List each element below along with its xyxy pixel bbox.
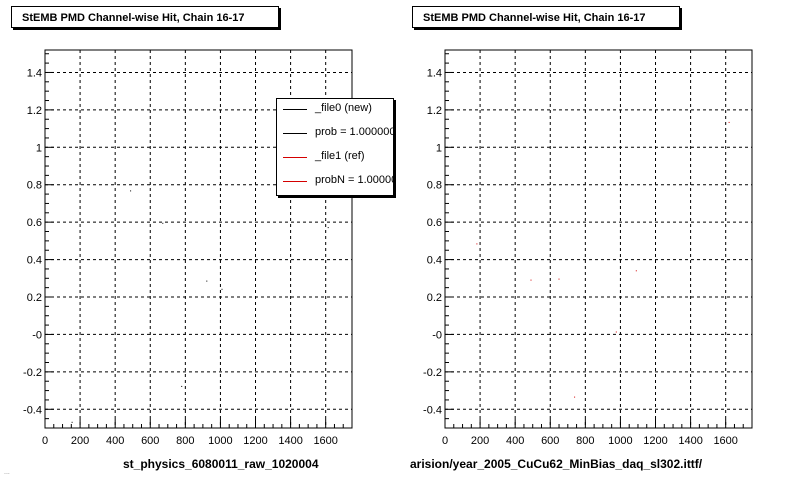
x-tick-label: 1000 xyxy=(608,435,632,447)
legend-item-file0: _file0 (new) xyxy=(277,99,393,119)
y-tick-label: -0.4 xyxy=(423,404,442,416)
y-tick-label: 1 xyxy=(36,142,42,154)
x-tick-label: 800 xyxy=(176,435,194,447)
legend-item-prob: prob = 1.000000 xyxy=(277,123,394,143)
x-tick-label: 800 xyxy=(576,435,594,447)
right-chart-title: StEMB PMD Channel-wise Hit, Chain 16-17 xyxy=(412,6,680,28)
x-tick-label: 600 xyxy=(141,435,159,447)
legend-item-probn: probN = 1.000000 xyxy=(277,171,393,191)
x-tick-label: 200 xyxy=(471,435,489,447)
scatter-point xyxy=(558,278,560,280)
x-tick-label: 1400 xyxy=(678,435,702,447)
x-tick-label: 400 xyxy=(106,435,124,447)
legend-label: _file0 (new) xyxy=(315,102,372,114)
scatter-points xyxy=(71,190,329,423)
x-tick-label: 0 xyxy=(42,435,48,447)
scatter-point xyxy=(728,121,730,123)
left-chart-title: StEMB PMD Channel-wise Hit, Chain 16-17 xyxy=(11,6,279,28)
footer-note: ... xyxy=(4,469,10,476)
y-tick-label: 0.6 xyxy=(427,217,442,229)
x-tick-label: 600 xyxy=(541,435,559,447)
x-tick-label: 1600 xyxy=(713,435,737,447)
y-tick-label: -0.2 xyxy=(423,367,442,379)
scatter-point xyxy=(162,222,164,224)
y-tick-label: 0.2 xyxy=(427,292,442,304)
x-tick-label: 1200 xyxy=(643,435,667,447)
y-tick-label: 0.8 xyxy=(427,180,442,192)
scatter-point xyxy=(574,396,576,398)
y-tick-label: -0 xyxy=(432,329,442,341)
x-tick-label: 0 xyxy=(442,435,448,447)
legend-swatch xyxy=(283,157,307,158)
y-tick-label: 0.4 xyxy=(427,255,442,267)
y-tick-label: 1.4 xyxy=(427,67,442,79)
x-tick-label: 1000 xyxy=(208,435,232,447)
legend-label: _file1 (ref) xyxy=(315,150,365,162)
scatter-point xyxy=(206,280,208,282)
scatter-point xyxy=(130,190,132,192)
right-scatter-plot: 0 200 400 600 800 1000 1200 1400 1600 -0.4 -0.2 -0 0… xyxy=(423,49,753,447)
scatter-point xyxy=(615,331,617,333)
x-tick-label: 1400 xyxy=(278,435,302,447)
legend-swatch xyxy=(283,181,307,182)
y-tick-label: 1 xyxy=(436,142,442,154)
legend: _file0 (new) prob = 1.000000 _file1 (ref… xyxy=(276,98,394,196)
y-tick-label: 1.2 xyxy=(27,105,42,117)
x-tick-label: 1600 xyxy=(313,435,337,447)
scatter-point xyxy=(181,385,183,387)
y-tick-label: -0 xyxy=(32,329,42,341)
scatter-point xyxy=(530,279,532,281)
y-tick-label: 0.6 xyxy=(27,217,42,229)
y-tick-label: 1.4 xyxy=(27,67,42,79)
scatter-point xyxy=(221,288,223,290)
legend-label: probN = 1.000000 xyxy=(315,174,393,186)
y-tick-label: 1.2 xyxy=(427,105,442,117)
left-panel: StEMB PMD Channel-wise Hit, Chain 16-17 … xyxy=(11,6,353,471)
legend-label: prob = 1.000000 xyxy=(315,126,394,138)
right-x-caption: arision/year_2005_CuCu62_MinBias_daq_sl3… xyxy=(410,457,703,471)
legend-swatch xyxy=(283,133,307,134)
left-x-caption: st_physics_6080011_raw_1020004 xyxy=(123,457,319,471)
x-tick-label: 200 xyxy=(71,435,89,447)
right-panel: StEMB PMD Channel-wise Hit, Chain 16-17 … xyxy=(400,0,800,480)
legend-swatch xyxy=(283,109,307,110)
y-tick-label: -0.4 xyxy=(23,404,42,416)
y-tick-label: -0.2 xyxy=(23,367,42,379)
legend-item-file1: _file1 (ref) xyxy=(277,147,393,167)
scatter-point xyxy=(71,421,73,423)
scatter-points xyxy=(476,121,730,398)
scatter-point xyxy=(476,243,478,245)
y-tick-label: 0.2 xyxy=(27,292,42,304)
scatter-point xyxy=(327,227,329,229)
plot-frame xyxy=(444,49,753,429)
y-tick-label: 0.4 xyxy=(27,255,42,267)
y-tick-label: 0.8 xyxy=(27,180,42,192)
x-tick-label: 400 xyxy=(506,435,524,447)
x-tick-label: 1200 xyxy=(243,435,267,447)
left-scatter-plot: 0 200 400 600 800 1000 1200 1400 1600 -0.4 -0.2 -0 0… xyxy=(23,49,353,447)
scatter-point xyxy=(635,270,637,272)
